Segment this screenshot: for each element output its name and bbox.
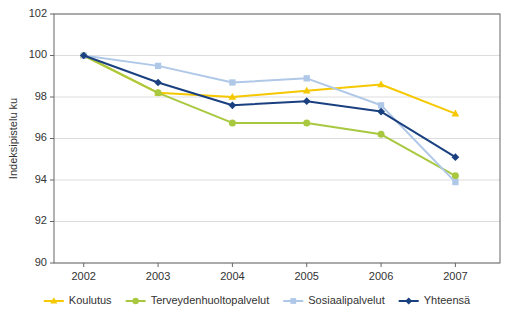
x-tick [158,263,159,267]
grid-line [54,221,500,222]
point-marker [155,89,162,96]
grid-line [54,97,500,98]
x-tick [232,263,233,267]
series-line [84,56,456,183]
plot-data [80,51,459,185]
legend-item: Sosiaalipalvelut [283,294,384,306]
x-tick-label: 2006 [369,270,393,282]
point-marker [229,101,237,109]
grid-line [54,55,500,56]
y-tick [50,14,54,15]
x-tick [381,263,382,267]
x-tick [83,263,84,267]
x-tick-label: 2005 [294,270,318,282]
point-marker [80,52,88,60]
point-marker [452,110,460,117]
axes: 90 92 94 96 98 100 102 2002 2003 2004 2005 2006 2007 [29,7,500,282]
point-marker [377,108,385,116]
y-tick-label: 90 [35,256,47,268]
x-tick [306,263,307,267]
point-marker [154,89,162,96]
legend-item: Koulutus [44,294,112,306]
y-axis-label: Indeksipistelu ku [7,98,19,179]
legend-marker [50,297,57,303]
point-marker [229,93,237,100]
plot-frame [54,14,500,263]
y-tick-label: 92 [35,214,47,226]
series [80,51,459,116]
point-marker [378,131,385,138]
series [80,52,459,161]
point-marker [80,52,87,59]
legend-label: Yhteensä [424,294,471,306]
x-tick-label: 2007 [443,270,467,282]
grid-line [54,138,500,139]
y-tick-label: 102 [29,7,47,19]
legend-marker [132,298,138,304]
chart-container: 90 92 94 96 98 100 102 2002 2003 2004 2005 2006 2007… [0,0,514,325]
y-tick-label: 94 [35,173,47,185]
series-line [84,56,456,176]
point-marker [452,153,460,161]
chart: 90 92 94 96 98 100 102 2002 2003 2004 2005 2006 2007… [0,0,514,325]
x-tick-label: 2002 [71,270,95,282]
legend-label: Koulutus [69,294,112,306]
grid-line [54,180,500,181]
legend-label: Sosiaalipalvelut [308,294,384,306]
legend-item: Terveydenhuoltopalvelut [126,294,270,306]
legend-label: Terveydenhuoltopalvelut [151,294,270,306]
legend-item: Yhteensä [399,294,471,306]
point-marker [303,119,310,126]
series [80,52,459,179]
y-tick [50,138,54,139]
y-tick-label: 96 [35,131,47,143]
point-marker [378,102,384,108]
legend-marker [290,298,296,304]
y-tick [50,221,54,222]
series [81,52,459,185]
legend-marker [405,297,412,304]
y-tick [50,97,54,98]
y-tick-label: 98 [35,90,47,102]
point-marker [452,179,458,185]
x-tick [455,263,456,267]
point-marker [303,87,311,94]
point-marker [229,119,236,126]
legend: Koulutus Terveydenhuoltopalvelut Sosiaalip… [44,294,471,306]
series-line [84,56,456,158]
y-tick [50,180,54,181]
point-marker [229,79,235,85]
point-marker [81,52,87,58]
x-tick-label: 2003 [146,270,170,282]
y-tick-label: 100 [29,48,47,60]
point-marker [377,81,385,88]
point-marker [304,75,310,81]
y-tick [50,263,54,264]
point-marker [303,97,311,105]
point-marker [155,63,161,69]
y-tick [50,55,54,56]
x-tick-label: 2004 [220,270,244,282]
point-marker [154,79,162,87]
